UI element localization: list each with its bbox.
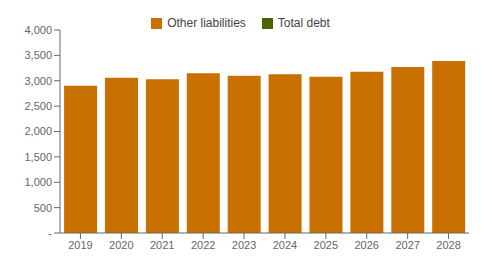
svg-text:2027: 2027 [395, 239, 419, 251]
html-text:Total debt: Total debt [277, 16, 330, 30]
svg-text:3,500: 3,500 [24, 49, 52, 61]
svg-text:3,000: 3,000 [24, 75, 52, 87]
svg-text:1,500: 1,500 [24, 151, 52, 163]
svg-text:4,000: 4,000 [24, 24, 52, 36]
svg-text:2024: 2024 [273, 239, 297, 251]
svg-text:2019: 2019 [68, 239, 92, 251]
svg-text:2,500: 2,500 [24, 100, 52, 112]
html-text:Other liabilities: Other liabilities [167, 16, 246, 30]
svg-text:2021: 2021 [150, 239, 174, 251]
svg-text:2022: 2022 [191, 239, 215, 251]
svg-text:1,000: 1,000 [24, 176, 52, 188]
svg-text:500: 500 [34, 202, 52, 214]
svg-text:2023: 2023 [232, 239, 256, 251]
svg-text:2028: 2028 [436, 239, 460, 251]
svg-text:2020: 2020 [109, 239, 133, 251]
svg-text:2026: 2026 [355, 239, 379, 251]
svg-text:2025: 2025 [314, 239, 338, 251]
svg-text:-: - [48, 227, 52, 239]
svg-text:2,000: 2,000 [24, 125, 52, 137]
